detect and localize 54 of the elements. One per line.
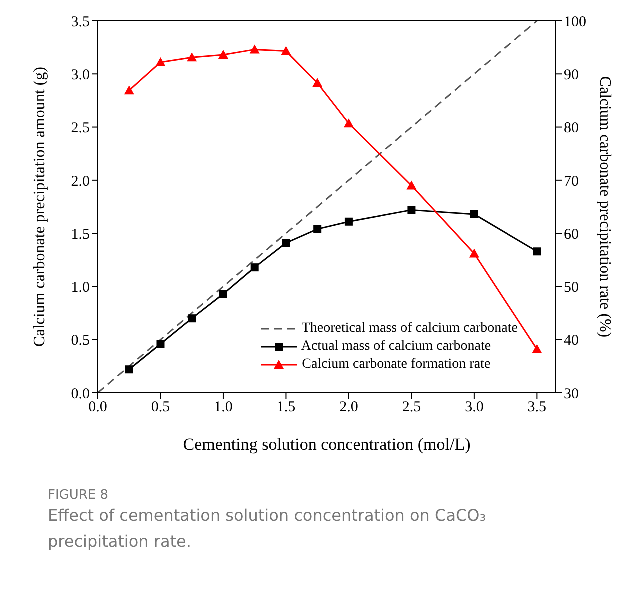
y-tick-label: 2.5 xyxy=(71,120,90,137)
point xyxy=(187,52,198,62)
point xyxy=(406,180,417,190)
y2-tick-label: 100 xyxy=(564,14,586,30)
x-tick-label: 2.0 xyxy=(340,400,358,416)
y-tick-label: 0.5 xyxy=(71,333,90,350)
point xyxy=(218,50,228,60)
x-axis-title: Cementing solution concentration (mol/L) xyxy=(183,435,471,454)
x-tick-label: 1.0 xyxy=(214,400,233,416)
y-tick-label: 0.0 xyxy=(71,386,90,402)
y-tick-label: 2.0 xyxy=(71,174,90,190)
point xyxy=(219,290,228,298)
legend-label: Actual mass of calcium carbonate xyxy=(301,339,492,354)
y2-tick-label: 90 xyxy=(564,67,579,84)
point xyxy=(470,210,478,218)
y-tick-label: 3.0 xyxy=(71,67,90,84)
point xyxy=(156,57,166,66)
point xyxy=(281,46,292,56)
x-tick-label: 1.5 xyxy=(276,400,296,416)
y-tick-label: 1.5 xyxy=(71,226,90,243)
point xyxy=(250,44,260,54)
y2-tick-label: 50 xyxy=(564,280,579,296)
point xyxy=(344,118,354,128)
point xyxy=(533,248,542,256)
y2-tick-label: 60 xyxy=(564,226,579,243)
point xyxy=(156,340,165,348)
y2-tick-label: 30 xyxy=(564,386,579,402)
y2-tick-label: 40 xyxy=(564,333,579,350)
y2-tick-label: 70 xyxy=(564,174,579,190)
x-tick-label: 3.5 xyxy=(528,400,547,416)
point xyxy=(532,344,542,354)
text: Effect of cementation solution concentration on CaCO₃ precipitation rate. xyxy=(48,505,488,553)
legend-label: Calcium carbonate formation rate xyxy=(302,357,491,372)
x-tick-label: 0.5 xyxy=(151,400,170,416)
x-tick-label: 0.0 xyxy=(88,400,108,416)
x-tick-label: 2.5 xyxy=(402,400,422,416)
point xyxy=(282,239,290,248)
point xyxy=(250,264,259,272)
point xyxy=(314,225,322,234)
y-tick-label: 3.5 xyxy=(71,14,90,30)
legend-label: Theoretical mass of calcium carbonate xyxy=(302,321,518,336)
point xyxy=(469,248,480,258)
y2-axis-title: Calcium carbonate precipitation rate (%) xyxy=(596,76,614,338)
y-axis-title: Calcium carbonate precipitation amount (g) xyxy=(32,67,49,347)
y2-tick-label: 80 xyxy=(564,120,579,137)
point xyxy=(125,366,134,374)
text: FIGURE 8 xyxy=(48,488,110,503)
point xyxy=(312,78,323,88)
y-tick-label: 1.0 xyxy=(71,280,90,296)
point xyxy=(124,86,134,95)
x-tick-label: 3.0 xyxy=(465,400,484,416)
point xyxy=(344,218,353,226)
point xyxy=(188,314,196,323)
point xyxy=(408,206,416,214)
